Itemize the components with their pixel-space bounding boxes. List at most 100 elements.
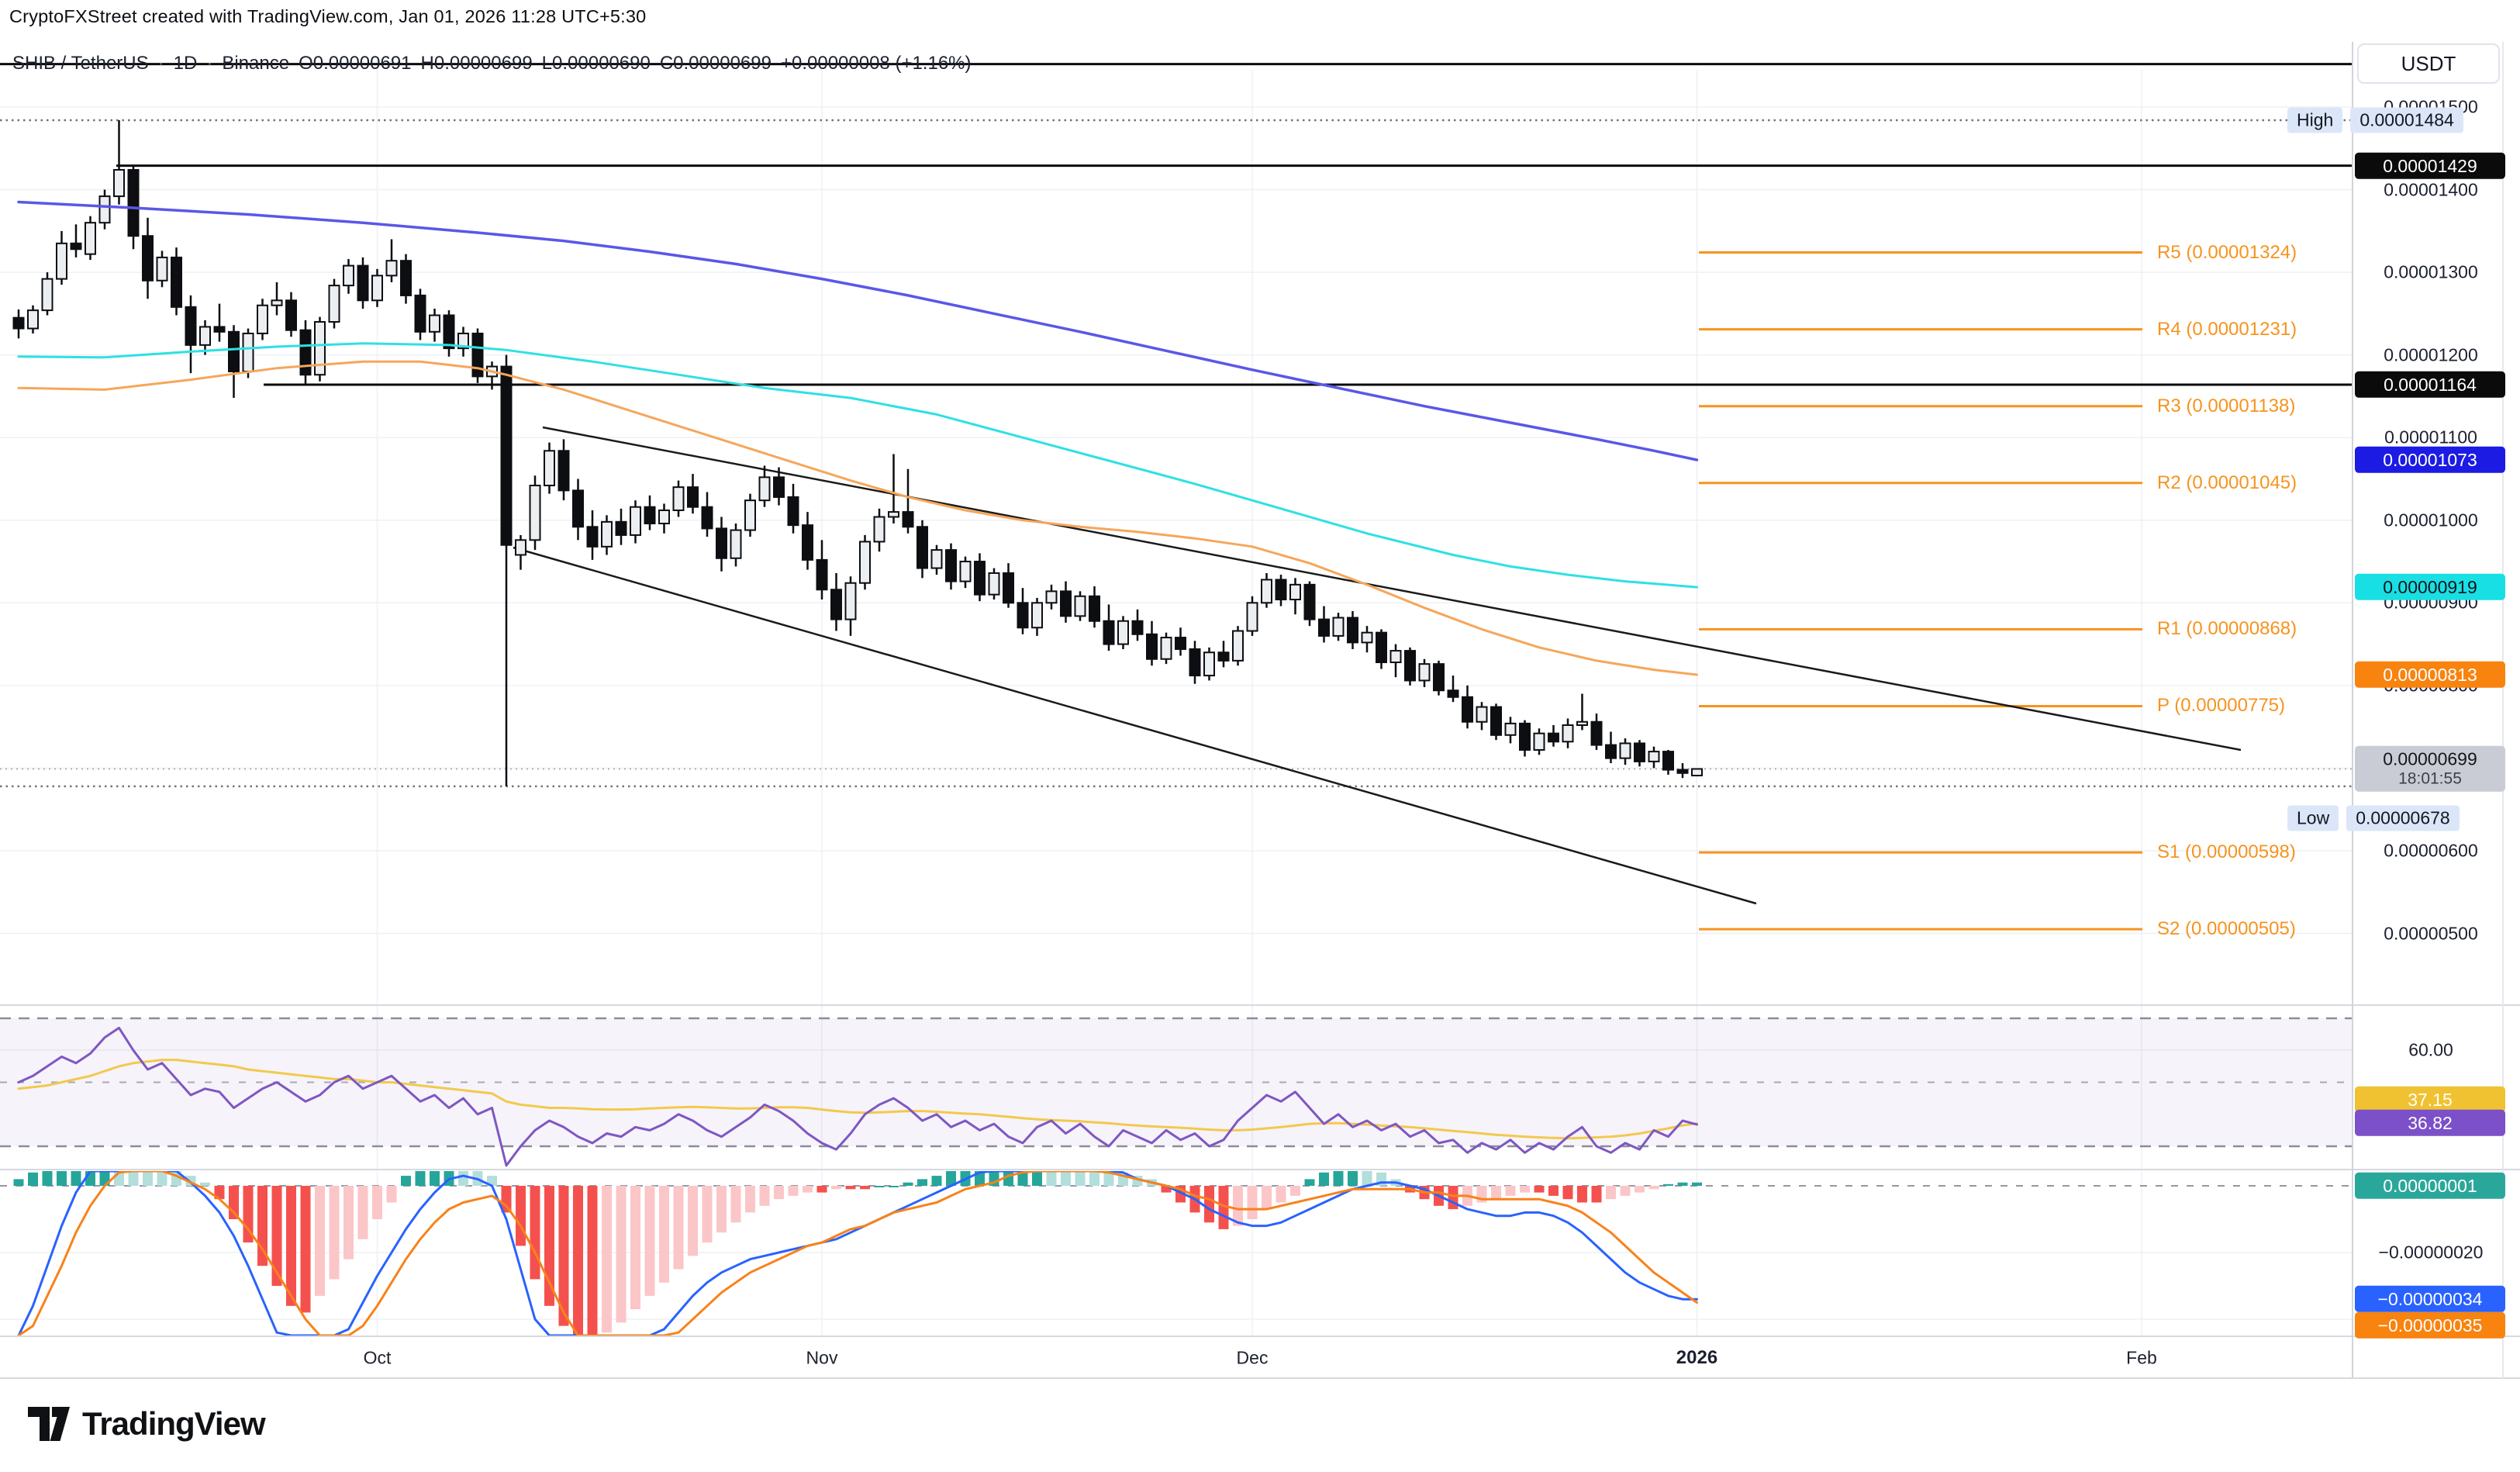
symbol-title[interactable]: SHIB / TetherUS <box>12 53 149 74</box>
gridlines <box>0 106 2353 1320</box>
candle-body <box>41 278 54 312</box>
macd-histogram-bar <box>1577 1186 1587 1203</box>
price-tick: 0.00001200 <box>2384 344 2478 365</box>
candle-body <box>558 450 570 492</box>
price-tick: 0.00001300 <box>2384 261 2478 282</box>
macd-histogram-bar <box>889 1186 899 1187</box>
axis-price-badge: 0.00000001 <box>2355 1172 2505 1200</box>
candle-body <box>142 235 154 282</box>
candle-body <box>873 516 885 543</box>
tradingview-logo-text: TradingView <box>82 1405 266 1442</box>
candle-body <box>902 511 914 528</box>
candle-body <box>1232 630 1244 662</box>
candle-body <box>1619 742 1631 759</box>
candle-body <box>1146 633 1158 660</box>
range-value: 0.00000678 <box>2346 805 2460 831</box>
candle-body <box>630 506 641 536</box>
candle-body <box>328 285 340 323</box>
candle-body <box>1476 706 1488 723</box>
macd-histogram-bar <box>286 1186 296 1306</box>
macd-histogram-bar <box>1204 1186 1214 1223</box>
macd-histogram-bar <box>1663 1183 1673 1186</box>
candle-body <box>959 561 972 582</box>
macd-histogram-bar <box>1648 1186 1659 1190</box>
axis-price-badge: 0.00001073 <box>2355 446 2505 474</box>
candle-body <box>457 332 469 350</box>
candle-body <box>615 520 627 536</box>
macd-histogram-bar <box>1448 1186 1458 1210</box>
macd-histogram-bar <box>903 1182 913 1186</box>
macd-histogram-bar <box>300 1186 311 1313</box>
macd-histogram-bar <box>874 1186 885 1187</box>
macd-histogram-bar <box>745 1186 755 1213</box>
interval-label[interactable]: 1D <box>173 53 198 74</box>
macd-pane <box>13 1171 1702 1336</box>
candle-body <box>1347 617 1358 644</box>
candle-body <box>1246 602 1258 632</box>
macd-histogram-bar <box>644 1186 655 1296</box>
macd-histogram-bar <box>530 1186 540 1280</box>
candle-body <box>716 527 727 559</box>
macd-histogram-bar <box>788 1186 799 1196</box>
candle-body <box>601 520 613 548</box>
macd-histogram-bar <box>1233 1186 1243 1226</box>
axis-price-badge: 0.00001164 <box>2355 371 2505 399</box>
macd-histogram-bar <box>157 1171 167 1186</box>
macd-histogram-bar <box>401 1176 411 1186</box>
candle-body <box>1462 696 1473 723</box>
candle-body <box>1691 768 1703 776</box>
candle-body <box>787 496 799 527</box>
macd-histogram-bar <box>28 1172 38 1186</box>
macd-histogram-bar <box>1262 1186 1272 1210</box>
macd-histogram-bar <box>573 1186 583 1336</box>
candle-body <box>1017 602 1029 629</box>
candle-body <box>1289 583 1301 601</box>
macd-histogram-bar <box>1548 1186 1559 1196</box>
candle-body <box>1217 651 1230 662</box>
badge-time: 18:01:55 <box>2398 769 2462 788</box>
macd-histogram-bar <box>329 1186 340 1280</box>
macd-histogram-bar <box>1218 1186 1229 1229</box>
ma-cyan-line <box>17 342 1698 589</box>
macd-histogram-bar <box>673 1186 684 1270</box>
macd-histogram-bar <box>516 1186 526 1246</box>
range-value: 0.00001484 <box>2350 107 2463 133</box>
attribution-text: CryptoFXStreet created with TradingView.… <box>9 6 647 26</box>
candle-body <box>658 509 670 525</box>
pivot-label: R4 (0.00001231) <box>2157 318 2297 340</box>
candle-body <box>371 275 383 302</box>
macd-histogram-bar <box>458 1171 468 1186</box>
candle-body <box>127 168 140 237</box>
month-label: 2026 <box>1676 1347 1718 1368</box>
macd-histogram-bar <box>343 1186 354 1259</box>
currency-toggle-button[interactable]: USDT <box>2357 43 2500 84</box>
macd-histogram-bar <box>57 1171 67 1186</box>
macd-histogram-bar <box>200 1182 210 1186</box>
candle-body <box>844 582 857 620</box>
moving-averages <box>17 200 1699 676</box>
macd-histogram-bar <box>1620 1186 1631 1196</box>
candle-body <box>586 526 599 548</box>
macd-histogram-bar <box>1017 1171 1028 1186</box>
macd-histogram-bar <box>372 1186 382 1219</box>
candle-body <box>974 561 986 596</box>
rsi-pane <box>17 1026 1698 1167</box>
tradingview-logo[interactable]: TradingView <box>26 1405 266 1443</box>
macd-histogram-bar <box>860 1186 870 1190</box>
candle-body <box>271 299 283 306</box>
macd-histogram-bar <box>1635 1186 1645 1193</box>
symbol-legend: SHIB / TetherUS · 1D · Binance O0.000006… <box>12 53 972 74</box>
macd-histogram-bar <box>1505 1186 1516 1196</box>
price-tick: 0.00001400 <box>2384 179 2478 200</box>
macd-histogram-bar <box>1591 1186 1602 1203</box>
month-label: Feb <box>2126 1347 2157 1368</box>
macd-histogram-bar <box>1491 1186 1501 1200</box>
macd-histogram-bar <box>1534 1186 1545 1193</box>
macd-histogram-bar <box>602 1186 612 1333</box>
exchange-label: Binance <box>222 53 290 74</box>
macd-histogram-bar <box>1333 1171 1344 1186</box>
candle-body <box>945 549 957 582</box>
candle-body <box>1533 732 1545 751</box>
macd-histogram-bar <box>487 1176 497 1186</box>
